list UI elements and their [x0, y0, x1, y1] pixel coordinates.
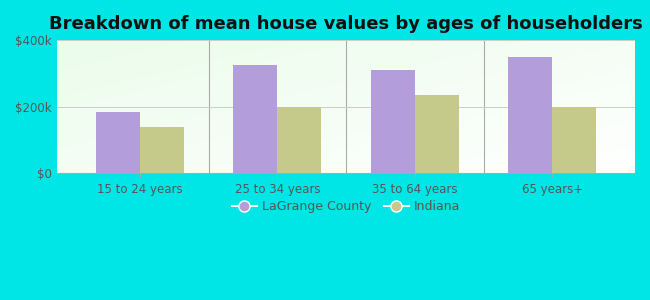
Bar	[96, 112, 140, 173]
Legend: LaGrange County, Indiana: LaGrange County, Indiana	[227, 195, 465, 218]
Title: Breakdown of mean house values by ages of householders: Breakdown of mean house values by ages o…	[49, 15, 643, 33]
Bar	[371, 70, 415, 173]
Bar	[278, 107, 321, 173]
Bar	[552, 107, 597, 173]
Bar	[415, 95, 459, 173]
Bar	[140, 127, 184, 173]
Bar	[233, 65, 278, 173]
Bar	[508, 57, 552, 173]
